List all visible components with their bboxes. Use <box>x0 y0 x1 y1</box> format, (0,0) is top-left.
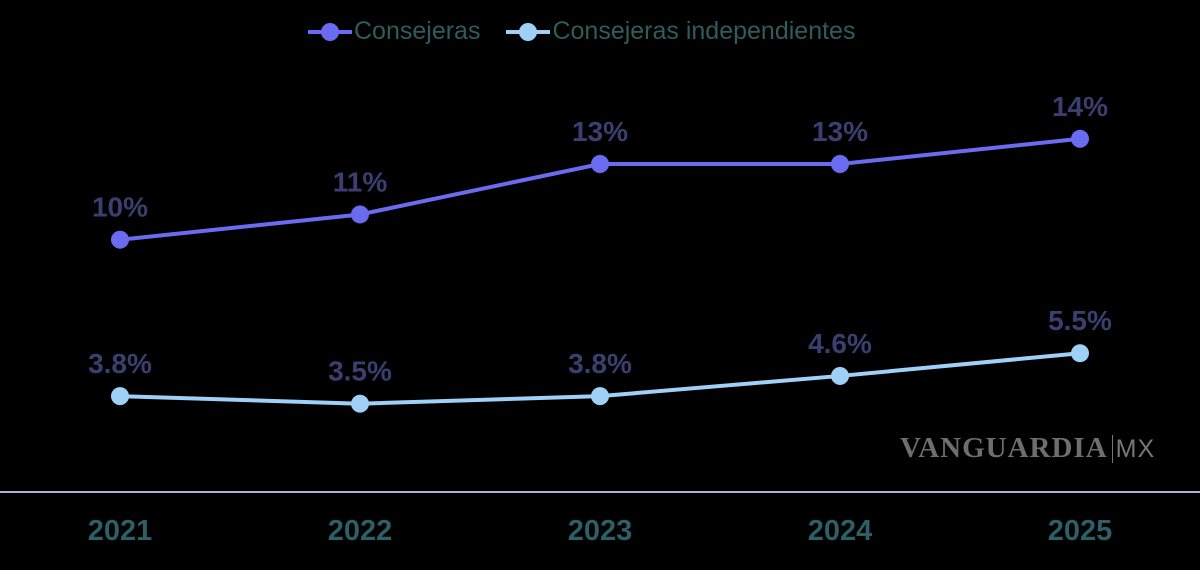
legend: Consejeras Consejeras independientes <box>308 17 855 46</box>
x-tick-label: 2025 <box>1048 515 1113 547</box>
x-tick-label: 2022 <box>328 515 393 547</box>
data-point <box>591 155 609 173</box>
x-tick-label: 2021 <box>88 515 153 547</box>
data-point <box>351 205 369 224</box>
x-tick-label: 2023 <box>568 515 633 547</box>
legend-label: Consejeras independientes <box>552 17 856 45</box>
data-label: 14% <box>1052 91 1108 122</box>
data-point <box>1071 129 1089 148</box>
data-label: 4.6% <box>808 328 872 359</box>
data-point <box>591 387 609 406</box>
data-label: 11% <box>333 166 388 197</box>
legend-marker <box>308 22 352 42</box>
data-label: 13% <box>572 116 628 147</box>
watermark-suffix: MX <box>1111 435 1156 463</box>
legend-marker <box>506 22 551 42</box>
x-tick-label: 2024 <box>808 515 873 547</box>
data-label: 13% <box>812 116 868 147</box>
data-point <box>1071 344 1089 363</box>
data-label: 3.8% <box>568 348 632 379</box>
legend-item-independientes: Consejeras independientes <box>506 17 855 46</box>
watermark-logo: VANGUARDIA MX <box>900 432 1156 465</box>
data-label: 5.5% <box>1048 305 1112 336</box>
data-point <box>111 387 129 406</box>
data-label: 3.8% <box>88 348 152 379</box>
data-label: 3.5% <box>328 356 392 387</box>
data-point <box>351 394 369 413</box>
data-point <box>111 230 129 249</box>
legend-label: Consejeras <box>354 17 481 45</box>
data-point <box>831 366 849 385</box>
data-label: 10% <box>92 192 148 223</box>
watermark-brand: VANGUARDIA <box>900 432 1108 464</box>
data-point <box>831 155 849 173</box>
series-line-0 <box>119 136 1081 242</box>
legend-item-consejeras: Consejeras <box>308 17 480 46</box>
